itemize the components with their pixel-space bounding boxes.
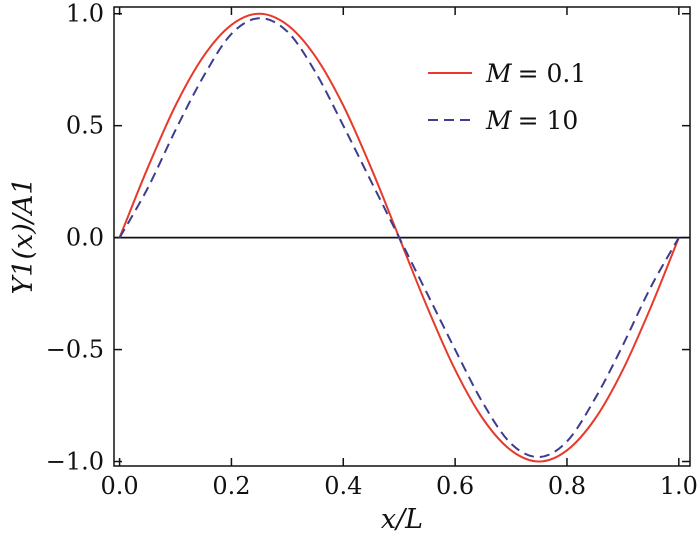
legend-variable: M (485, 106, 513, 135)
y-axis-label: Y1(x)/A1 (8, 177, 39, 294)
y-tick-label: 0.5 (66, 112, 104, 140)
y-tick-label: 0.0 (66, 224, 104, 252)
x-tick-label: 1.0 (660, 472, 698, 500)
legend-value: = 10 (518, 106, 579, 135)
legend-variable: M (485, 59, 513, 88)
legend-entry-label: M = 10 (485, 106, 578, 135)
y-tick-label: −0.5 (46, 336, 104, 364)
series-line-m-10 (118, 17, 680, 459)
legend-entry-label: M = 0.1 (485, 59, 586, 88)
y-axis-ticks: −1.0 −0.5 0.0 0.5 1.0 (46, 0, 690, 476)
x-tick-label: 0.8 (548, 472, 586, 500)
plot-frame (113, 6, 691, 467)
x-axis-label: x/L (381, 504, 423, 535)
x-tick-label: 0.4 (324, 472, 362, 500)
series-layer (118, 12, 680, 463)
legend-value: = 0.1 (518, 59, 587, 88)
legend: M = 0.1M = 10 (428, 59, 586, 135)
x-tick-label: 0.6 (436, 472, 474, 500)
x-tick-label: 0.2 (212, 472, 250, 500)
x-axis-ticks: 0.0 0.2 0.4 0.6 0.8 1.0 (101, 7, 698, 500)
x-tick-label: 0.0 (101, 472, 139, 500)
y-tick-label: −1.0 (46, 448, 104, 476)
y-tick-label: 1.0 (66, 0, 104, 28)
